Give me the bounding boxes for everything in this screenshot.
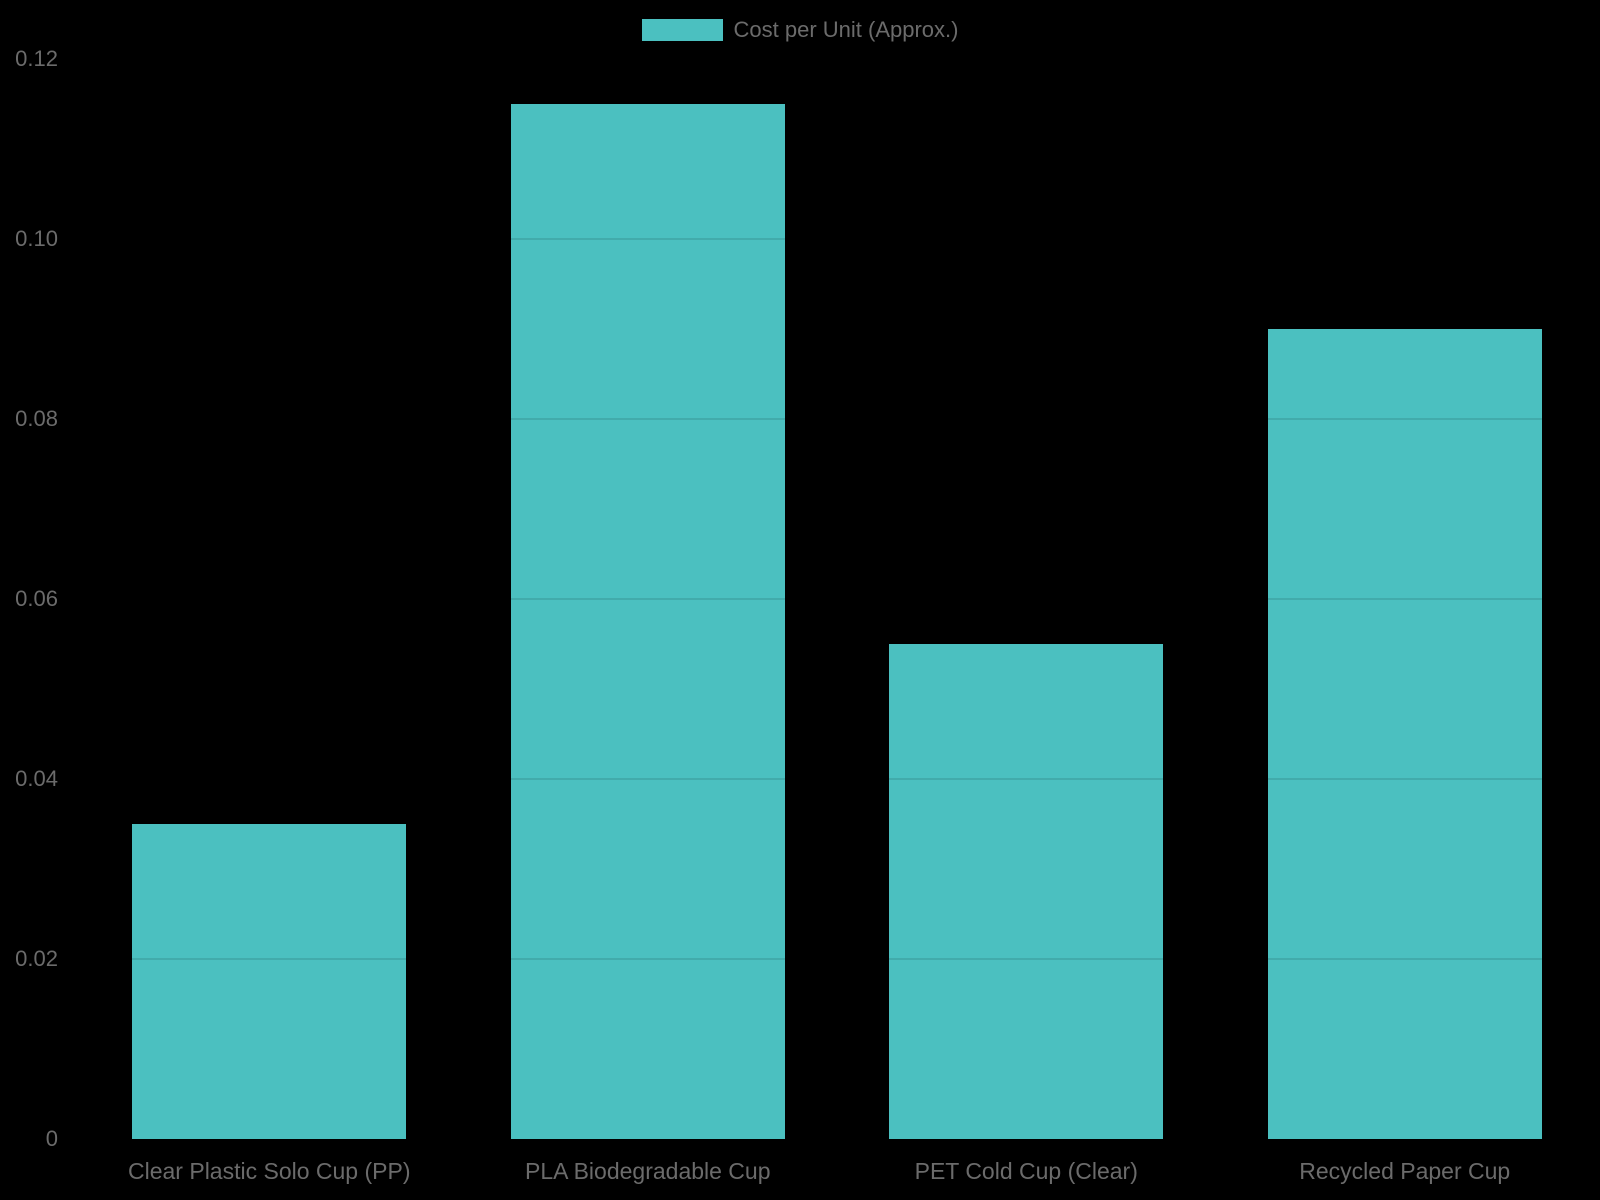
gridline [80,418,1594,420]
y-tick-label: 0.02 [15,946,58,971]
bar[interactable] [1267,329,1542,1139]
legend-label: Cost per Unit (Approx.) [733,17,959,42]
gridline [80,238,1594,240]
gridline [80,958,1594,960]
bar[interactable] [510,104,785,1139]
gridline [80,778,1594,780]
y-tick-label: 0 [45,1126,58,1151]
y-tick-label: 0.12 [15,46,58,71]
bar[interactable] [889,644,1164,1139]
y-tick-label: 0.08 [15,406,58,431]
y-tick-label: 0.04 [15,766,58,791]
legend-swatch [641,19,723,41]
bar[interactable] [132,824,407,1139]
y-tick-label: 0.06 [15,586,58,611]
legend-item[interactable]: Cost per Unit (Approx.) [0,17,1600,43]
gridline [80,598,1594,600]
y-tick-label: 0.10 [15,226,58,251]
x-tick-label: Clear Plastic Solo Cup (PP) [128,1158,411,1184]
y-axis: 0 0.02 0.04 0.06 0.08 0.10 0.12 [0,0,58,1200]
gridline [80,58,1594,60]
x-tick-label: Recycled Paper Cup [1299,1158,1511,1184]
x-tick-label: PET Cold Cup (Clear) [914,1158,1138,1184]
plot-area [80,58,1594,1139]
x-tick-label: PLA Biodegradable Cup [524,1158,771,1184]
